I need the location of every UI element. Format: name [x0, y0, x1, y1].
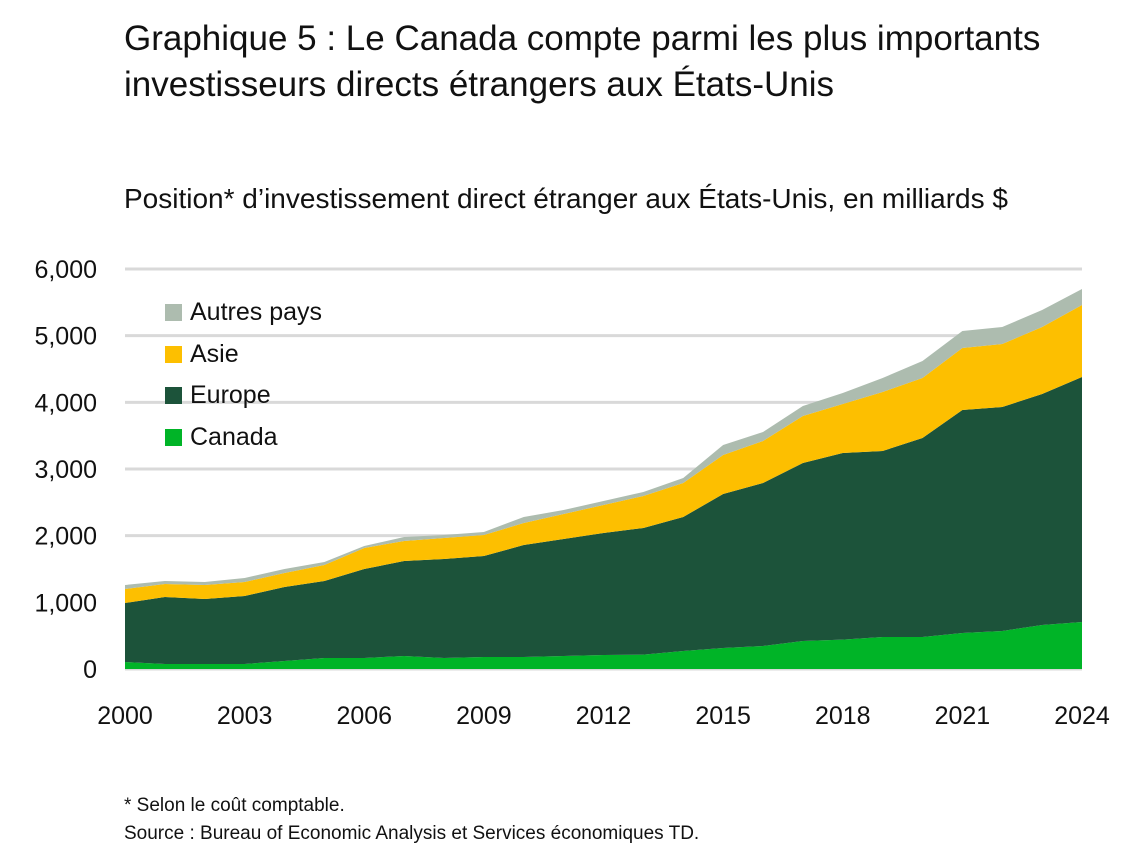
- y-tick-label: 1,000: [34, 589, 97, 617]
- notes: * Selon le coût comptable. Source : Bure…: [124, 792, 699, 848]
- legend-item: Autres pays: [165, 292, 322, 334]
- legend: Autres pays Asie Europe Canada: [165, 292, 322, 458]
- x-tick-label: 2015: [695, 702, 751, 730]
- legend-swatch: [165, 387, 182, 405]
- x-tick-label: 2021: [935, 702, 991, 730]
- x-tick-label: 2000: [97, 702, 153, 730]
- x-tick-label: 2024: [1054, 702, 1110, 730]
- legend-label: Asie: [190, 339, 239, 368]
- legend-swatch: [165, 345, 182, 363]
- legend-swatch: [165, 428, 182, 446]
- chart-subtitle: Position* d’investissement direct étrang…: [124, 183, 1008, 214]
- footnote: * Selon le coût comptable.: [124, 795, 345, 816]
- legend-item: Asie: [165, 334, 322, 376]
- area-europe: [125, 377, 1082, 664]
- x-tick-label: 2006: [336, 702, 392, 730]
- y-tick-label: 2,000: [34, 523, 97, 551]
- legend-item: Europe: [165, 375, 322, 417]
- y-tick-label: 4,000: [34, 389, 97, 417]
- y-tick-label: 0: [83, 656, 97, 684]
- x-tick-label: 2009: [456, 702, 512, 730]
- x-tick-label: 2018: [815, 702, 871, 730]
- chart-title: Graphique 5 : Le Canada compte parmi les…: [124, 19, 1041, 104]
- y-tick-label: 6,000: [34, 256, 97, 284]
- area-canada: [125, 622, 1082, 669]
- x-tick-label: 2012: [576, 702, 632, 730]
- legend-item: Canada: [165, 417, 322, 459]
- x-tick-label: 2003: [217, 702, 273, 730]
- y-tick-label: 3,000: [34, 456, 97, 484]
- legend-label: Europe: [190, 381, 271, 410]
- legend-label: Canada: [190, 422, 278, 451]
- y-tick-label: 5,000: [34, 323, 97, 351]
- legend-label: Autres pays: [190, 298, 323, 327]
- legend-swatch: [165, 304, 182, 322]
- source-note: Source : Bureau of Economic Analysis et …: [124, 823, 700, 844]
